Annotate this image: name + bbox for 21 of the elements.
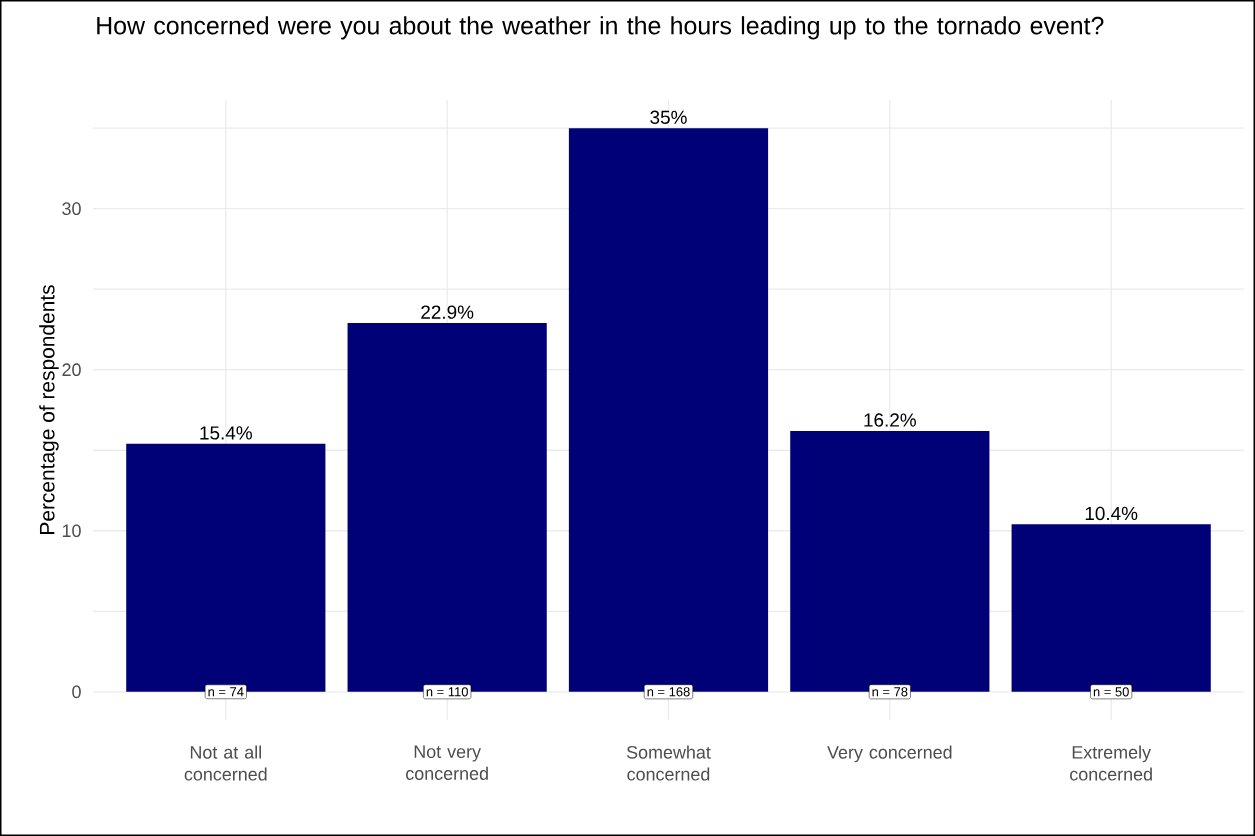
x-tick-label: Not at all concerned: [184, 745, 267, 781]
y-tick-label: 0: [72, 685, 81, 699]
x-tick-label: Extremely concerned: [1070, 745, 1152, 781]
annotation: n = 110: [426, 687, 468, 697]
annotation: n = 50: [1093, 687, 1129, 697]
data-label: 35%: [650, 110, 687, 124]
data-label: 10.4%: [1085, 506, 1138, 521]
y-tick-label: 20: [62, 363, 81, 377]
y-tick-label: 10: [62, 524, 81, 538]
x-tick-label: Very concerned: [827, 745, 952, 763]
annotation: n = 168: [647, 687, 690, 697]
data-label: 16.2%: [864, 413, 916, 427]
data-label: 22.9%: [421, 305, 474, 319]
x-tick-label: Somewhat concerned: [626, 745, 711, 781]
y-tick-label: 30: [62, 202, 81, 216]
chart-title: How concerned were you about the weather in the hours leading up to the tornado event?: [97, 16, 1104, 40]
annotation: n = 78: [872, 687, 908, 697]
data-label: 15.4%: [200, 426, 252, 440]
annotation: n = 74: [208, 687, 244, 697]
x-tick-label: Not very concerned: [406, 745, 488, 780]
y-axis-title: Percentage of respondents: [39, 285, 59, 534]
